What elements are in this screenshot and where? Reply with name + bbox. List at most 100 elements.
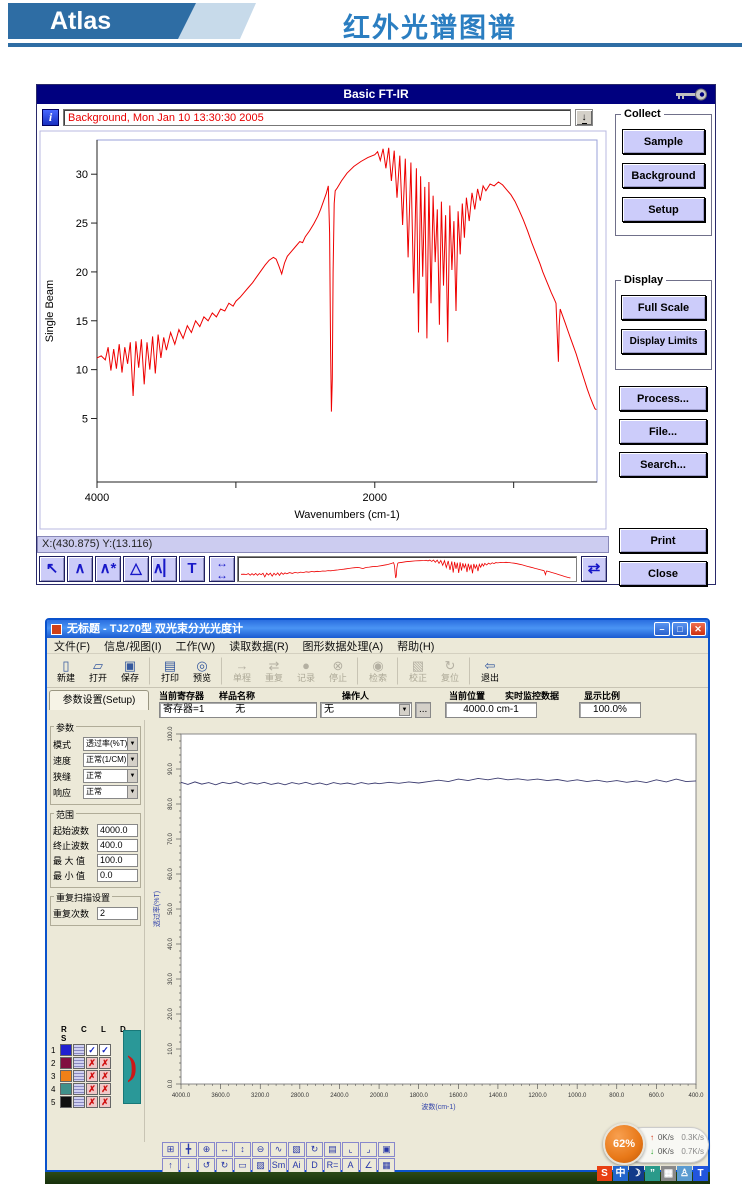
- display-checkbox[interactable]: ✗: [86, 1057, 98, 1069]
- display-checkbox[interactable]: ✗: [86, 1083, 98, 1095]
- rotate-left-button[interactable]: ↺: [198, 1158, 215, 1173]
- zoom-out-button[interactable]: ⊖: [252, 1142, 269, 1157]
- close-window-button[interactable]: ✕: [690, 622, 706, 636]
- ratio-button[interactable]: R=: [324, 1158, 341, 1173]
- save-checkbox[interactable]: ✗: [99, 1057, 111, 1069]
- scale-left-button[interactable]: ⌞: [342, 1142, 359, 1157]
- display-limits-button[interactable]: Display Limits: [621, 329, 706, 354]
- display-checkbox[interactable]: ✗: [86, 1070, 98, 1082]
- dropdown-arrow-icon[interactable]: ▼: [399, 704, 410, 716]
- tab-setup[interactable]: 参数设置(Setup): [49, 690, 149, 710]
- smoothing-button[interactable]: Sm: [270, 1158, 287, 1173]
- browse-button[interactable]: ...: [415, 702, 431, 718]
- color-swatch[interactable]: [60, 1057, 72, 1069]
- sparkle-icon[interactable]: ”: [645, 1166, 660, 1181]
- info-icon[interactable]: i: [42, 109, 59, 126]
- menu-item[interactable]: 信息/视图(I): [104, 640, 162, 653]
- chevron-down-icon[interactable]: ▼: [127, 786, 137, 798]
- save-checkbox[interactable]: ✗: [99, 1070, 111, 1082]
- preview-button[interactable]: ◎ 预览: [187, 655, 217, 686]
- menu-item[interactable]: 文件(F): [54, 640, 91, 653]
- region-button[interactable]: ▨: [252, 1158, 269, 1173]
- chevron-down-icon[interactable]: ▼: [127, 738, 137, 750]
- background-button[interactable]: Background: [622, 163, 705, 188]
- tj270-titlebar[interactable]: 无标题 - TJ270型 双光束分光光度计 – □ ✕: [47, 620, 708, 638]
- range-input[interactable]: 400.0: [97, 839, 138, 852]
- text-tool-button[interactable]: T: [179, 556, 205, 582]
- sample-button[interactable]: Sample: [622, 129, 705, 154]
- refresh-view-button[interactable]: ↻: [306, 1142, 323, 1157]
- chevron-down-icon[interactable]: ▼: [127, 754, 137, 766]
- rotate-right-button[interactable]: ↻: [216, 1158, 233, 1173]
- spectrum-preview-pane[interactable]: [237, 556, 577, 582]
- save-checkbox[interactable]: ✓: [99, 1044, 111, 1056]
- move-vertical-button[interactable]: ↕: [234, 1142, 251, 1157]
- history-dropdown-button[interactable]: ↓: [575, 109, 593, 126]
- operator-dropdown[interactable]: 无 ▼: [320, 702, 412, 718]
- display-checkbox[interactable]: ✗: [86, 1096, 98, 1108]
- moon-icon[interactable]: ☽: [629, 1166, 644, 1181]
- param-select[interactable]: 正常 ▼: [83, 785, 138, 799]
- gauge-ball[interactable]: 62%: [603, 1123, 645, 1165]
- grid-settings-button[interactable]: ▦: [378, 1158, 395, 1173]
- move-down-button[interactable]: ↓: [180, 1158, 197, 1173]
- zoom-in-button[interactable]: ⊕: [198, 1142, 215, 1157]
- peak-detect-button[interactable]: ∿: [270, 1142, 287, 1157]
- speed-gauge-widget[interactable]: ↑ 0K/s 0.3K/s ↓ 0K/s 0.7K/s 62%: [603, 1123, 710, 1169]
- user-icon[interactable]: ♙: [677, 1166, 692, 1181]
- minimize-button[interactable]: –: [654, 622, 670, 636]
- range-input[interactable]: 0.0: [97, 869, 138, 882]
- peak-height-button[interactable]: ∧▏: [151, 556, 177, 582]
- param-select[interactable]: 正常(1/CM) ▼: [83, 753, 138, 767]
- ftir-titlebar[interactable]: Basic FT-IR: [37, 85, 715, 104]
- spectrum-title-field[interactable]: Background, Mon Jan 10 13:30:30 2005: [63, 109, 571, 126]
- param-select[interactable]: 透过率(%T) ▼: [83, 737, 138, 751]
- spectral-cursor-button[interactable]: ∧: [67, 556, 93, 582]
- print-button[interactable]: ▤ 打印: [155, 655, 185, 686]
- crosshair-button[interactable]: ╋: [180, 1142, 197, 1157]
- menu-item[interactable]: 图形数据处理(A): [302, 640, 384, 653]
- input-method-icon[interactable]: 中: [613, 1166, 628, 1181]
- auto-scale-button[interactable]: Ai: [288, 1158, 305, 1173]
- exit-button[interactable]: ⇦ 退出: [475, 655, 505, 686]
- repeat-count-input[interactable]: 2: [97, 907, 138, 920]
- close-button[interactable]: Close: [619, 561, 707, 586]
- pan-arrows-button[interactable]: ⇄: [581, 556, 607, 582]
- color-swatch[interactable]: [60, 1070, 72, 1082]
- color-swatch[interactable]: [60, 1083, 72, 1095]
- save-checkbox[interactable]: ✗: [99, 1083, 111, 1095]
- scale-right-button[interactable]: ⌟: [360, 1142, 377, 1157]
- 3d-view-button[interactable]: ▣: [378, 1142, 395, 1157]
- fit-screen-button[interactable]: ⊞: [162, 1142, 179, 1157]
- display-checkbox[interactable]: ✓: [86, 1044, 98, 1056]
- range-input[interactable]: 100.0: [97, 854, 138, 867]
- draw-line-button[interactable]: ∠: [360, 1158, 377, 1173]
- peak-pick-button[interactable]: ∧*: [95, 556, 121, 582]
- register-field[interactable]: 寄存器=1 无: [159, 702, 317, 718]
- menu-item[interactable]: 帮助(H): [397, 640, 435, 653]
- select-arrow-button[interactable]: ↖: [39, 556, 65, 582]
- data-table-button[interactable]: ▤: [324, 1142, 341, 1157]
- move-horizontal-button[interactable]: ↔: [216, 1142, 233, 1157]
- save-checkbox[interactable]: ✗: [99, 1096, 111, 1108]
- derivative-button[interactable]: D: [306, 1158, 323, 1173]
- sogou-icon[interactable]: S: [597, 1166, 612, 1181]
- full-scale-button[interactable]: Full Scale: [621, 295, 706, 320]
- line-style-swatch[interactable]: [73, 1057, 85, 1069]
- move-up-button[interactable]: ↑: [162, 1158, 179, 1173]
- font-button[interactable]: A: [342, 1158, 359, 1173]
- search-button[interactable]: Search...: [619, 452, 707, 477]
- range-input[interactable]: 4000.0: [97, 824, 138, 837]
- taobao-icon[interactable]: T: [693, 1166, 708, 1181]
- menu-item[interactable]: 读取数据(R): [229, 640, 289, 653]
- open-button[interactable]: ▱ 打开: [83, 655, 113, 686]
- process-button[interactable]: Process...: [619, 386, 707, 411]
- line-style-swatch[interactable]: [73, 1044, 85, 1056]
- print-button[interactable]: Print: [619, 528, 707, 553]
- peak-area-button[interactable]: △: [123, 556, 149, 582]
- chevron-down-icon[interactable]: ▼: [127, 770, 137, 782]
- line-style-swatch[interactable]: [73, 1070, 85, 1082]
- setup-button[interactable]: Setup: [622, 197, 705, 222]
- new-button[interactable]: ▯ 新建: [51, 655, 81, 686]
- color-swatch[interactable]: [60, 1096, 72, 1108]
